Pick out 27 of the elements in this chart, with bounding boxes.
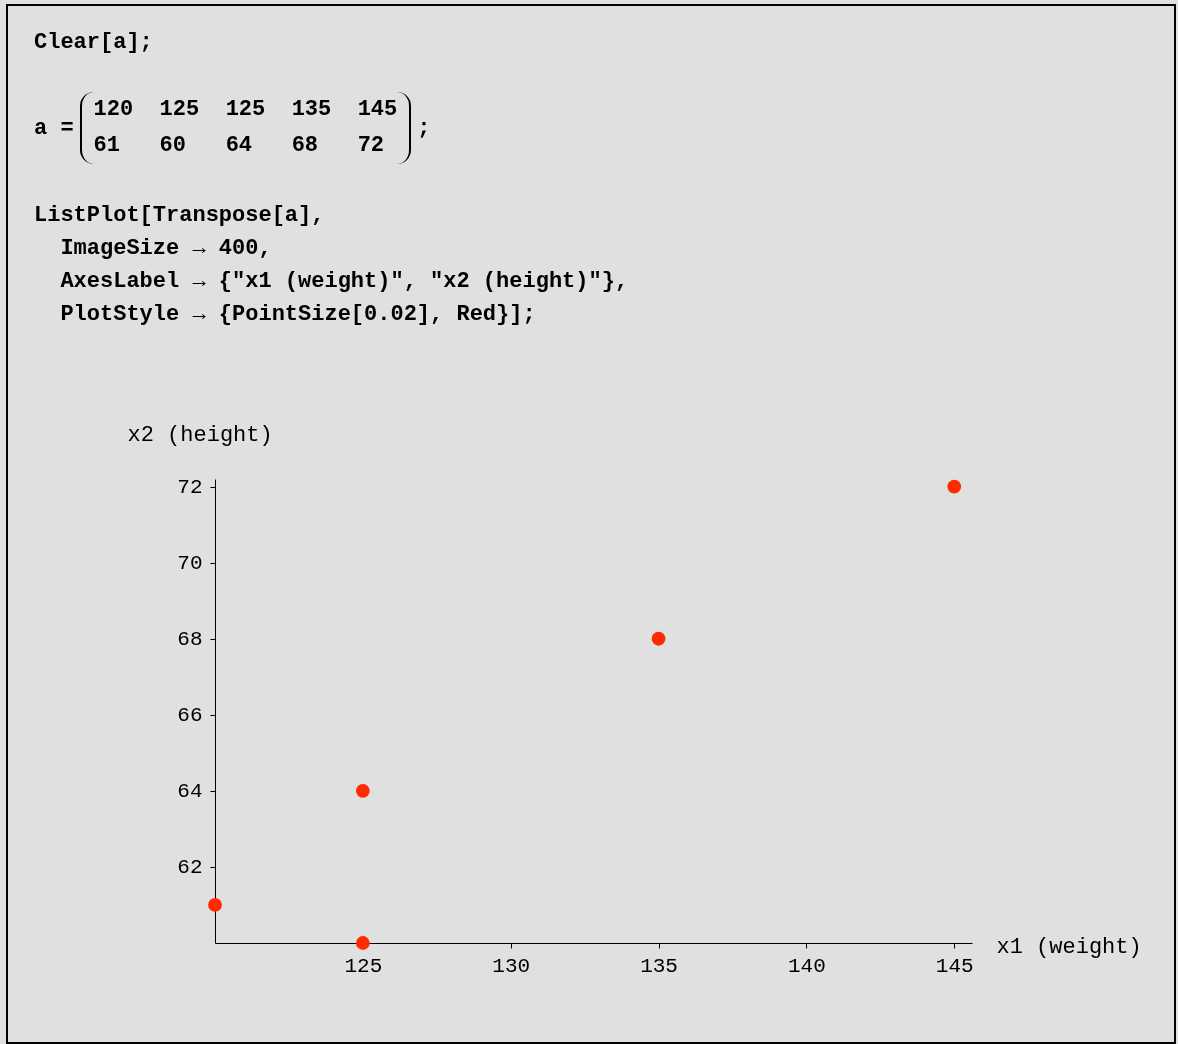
- y-axis-title: x2 (height): [127, 422, 273, 448]
- y-tick-label: 66: [177, 704, 203, 728]
- text: PlotStyle → {PointSize[0.02], Red}];: [59, 302, 536, 327]
- x-tick-label: 130: [492, 954, 531, 978]
- point: [208, 898, 222, 912]
- text: ImageSize → 400,: [59, 236, 272, 261]
- text: ListPlot[Transpose[a],: [34, 203, 325, 228]
- text: ;: [417, 115, 431, 141]
- x-tick-label: 125: [344, 954, 383, 978]
- x-tick-label: 135: [640, 954, 678, 978]
- y-tick-label: 70: [177, 552, 203, 576]
- text: AxesLabel → {"x1 (weight)", "x2 (height)"},: [59, 269, 629, 294]
- point: [651, 631, 666, 646]
- x-tick-label: 145: [935, 954, 974, 978]
- text: 120 125 125 135 145: [93, 96, 398, 124]
- point: [947, 479, 962, 494]
- text: a =: [34, 115, 74, 141]
- y-tick-label: 64: [177, 780, 203, 804]
- point: [355, 936, 370, 950]
- text: 61 60 64 68 72: [93, 132, 386, 160]
- y-tick-label: 68: [177, 628, 203, 652]
- x-tick-label: 140: [788, 954, 826, 978]
- text: Clear[a];: [34, 30, 153, 55]
- x-axis-title: x1 (weight): [996, 934, 1142, 960]
- y-tick-label: 72: [177, 476, 203, 500]
- point: [355, 783, 370, 798]
- y-tick-label: 62: [177, 856, 203, 880]
